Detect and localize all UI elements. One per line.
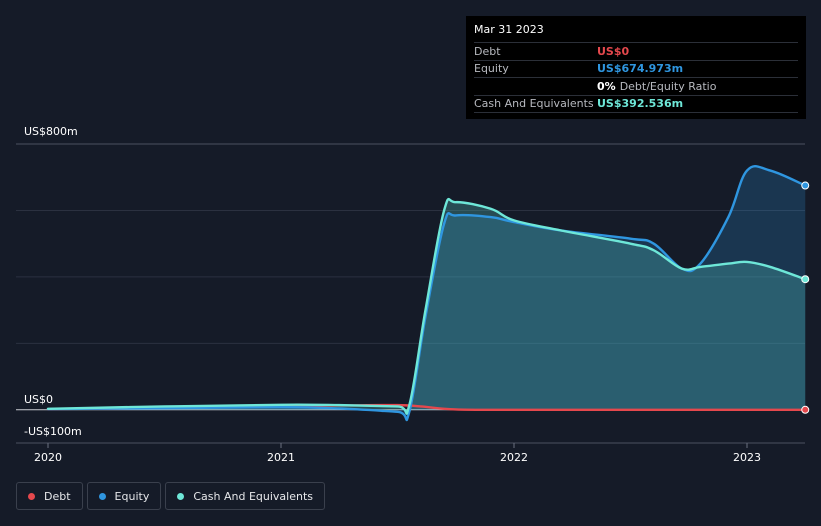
tooltip-row-equity: Equity US$674.973m — [474, 59, 798, 78]
x-tick-label-3: 2023 — [733, 451, 761, 464]
line-equity — [46, 164, 807, 422]
tooltip-debt-label: Debt — [474, 44, 501, 58]
end-point-equity — [801, 181, 810, 190]
y-tick-label-2: -US$100m — [24, 425, 82, 438]
tooltip-cash-label: Cash And Equivalents — [474, 97, 594, 111]
x-tick-label-2: 2022 — [500, 451, 528, 464]
tooltip-row-debt: Debt US$0 — [474, 42, 798, 60]
x-tick-label-1: 2021 — [267, 451, 295, 464]
area-equity — [48, 166, 806, 421]
line-cash — [46, 197, 807, 415]
legend-item-equity[interactable]: Equity — [86, 482, 162, 510]
legend-debt-label: Debt — [44, 489, 71, 503]
tooltip-cash-value: US$392.536m — [597, 97, 684, 111]
tooltip-date: Mar 31 2023 — [474, 23, 544, 36]
x-tick-label-0: 2020 — [34, 451, 62, 464]
tooltip-equity-label: Equity — [474, 62, 509, 76]
series-lines — [46, 164, 807, 422]
tooltip-equity-value: US$674.973m — [597, 62, 684, 76]
area-fills — [48, 166, 806, 421]
end-point-debt — [801, 405, 810, 414]
legend: Debt Equity Cash And Equivalents — [16, 482, 325, 510]
legend-item-debt[interactable]: Debt — [16, 482, 83, 510]
y-tick-label-0: US$800m — [24, 125, 78, 138]
y-tick-label-1: US$0 — [24, 393, 53, 406]
series-end-points — [801, 181, 810, 414]
axis-labels: US$800m US$0 -US$100m 2020 2021 2022 2023 — [24, 125, 761, 464]
tooltip-ratio-label: Debt/Equity Ratio — [619, 79, 717, 93]
legend-cash-dot-icon — [177, 492, 185, 500]
legend-item-cash[interactable]: Cash And Equivalents — [165, 482, 325, 510]
tooltip-row-cash: Cash And Equivalents US$392.536m — [474, 94, 798, 113]
legend-equity-dot-icon — [98, 492, 106, 500]
tooltip-row-ratio: 0% Debt/Equity Ratio — [474, 77, 798, 95]
legend-equity-label: Equity — [114, 489, 150, 503]
legend-debt-dot-icon — [28, 492, 35, 500]
tooltip-ratio-value: 0% — [597, 79, 616, 93]
end-point-cash — [801, 275, 810, 284]
legend-cash-label: Cash And Equivalents — [193, 489, 313, 503]
data-tooltip: Mar 31 2023 Debt US$0 Equity US$674.973m… — [466, 16, 806, 119]
tooltip-debt-value: US$0 — [597, 44, 630, 58]
